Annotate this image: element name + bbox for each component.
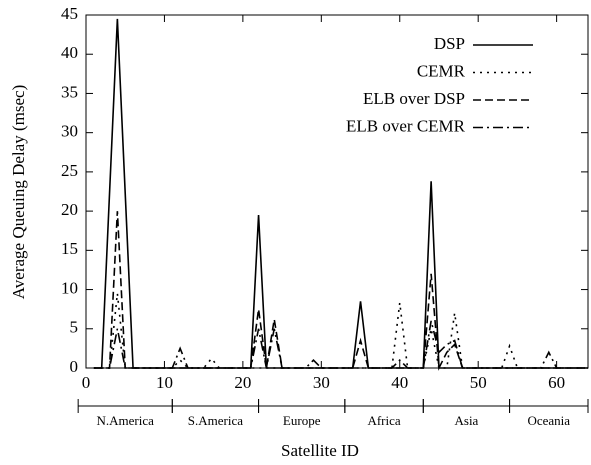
legend-label: ELB over CEMR: [346, 116, 466, 135]
y-tick-label: 35: [61, 82, 78, 101]
region-label: S.America: [188, 413, 243, 428]
region-label: Oceania: [527, 413, 570, 428]
series-line: [93, 18, 588, 369]
y-tick-label: 40: [61, 43, 78, 62]
x-tick-label: 10: [156, 373, 173, 392]
legend-label: DSP: [434, 34, 465, 53]
y-tick-label: 0: [70, 357, 79, 376]
x-tick-label: 50: [470, 373, 487, 392]
legend-label: CEMR: [417, 61, 466, 80]
x-tick-label: 0: [82, 373, 91, 392]
region-label: Africa: [367, 413, 400, 428]
y-tick-label: 15: [61, 239, 78, 258]
x-tick-label: 40: [391, 373, 408, 392]
y-tick-label: 30: [61, 122, 78, 141]
x-tick-label: 30: [313, 373, 330, 392]
x-tick-label: 20: [234, 373, 251, 392]
y-tick-label: 5: [70, 318, 79, 337]
region-label: Asia: [455, 413, 479, 428]
legend-label: ELB over DSP: [363, 89, 465, 108]
y-axis-label: Average Queuing Delay (msec): [9, 85, 28, 299]
series-line: [93, 293, 588, 369]
x-tick-label: 60: [548, 373, 565, 392]
region-label: Europe: [283, 413, 321, 428]
x-axis-label: Satellite ID: [281, 441, 359, 460]
y-tick-label: 25: [61, 161, 78, 180]
series-line: [93, 211, 588, 371]
y-tick-label: 20: [61, 200, 78, 219]
series-line: [93, 320, 588, 369]
plot-frame: [85, 14, 589, 369]
region-label: N.America: [97, 413, 155, 428]
y-tick-label: 45: [61, 4, 78, 23]
y-tick-label: 10: [61, 278, 78, 297]
